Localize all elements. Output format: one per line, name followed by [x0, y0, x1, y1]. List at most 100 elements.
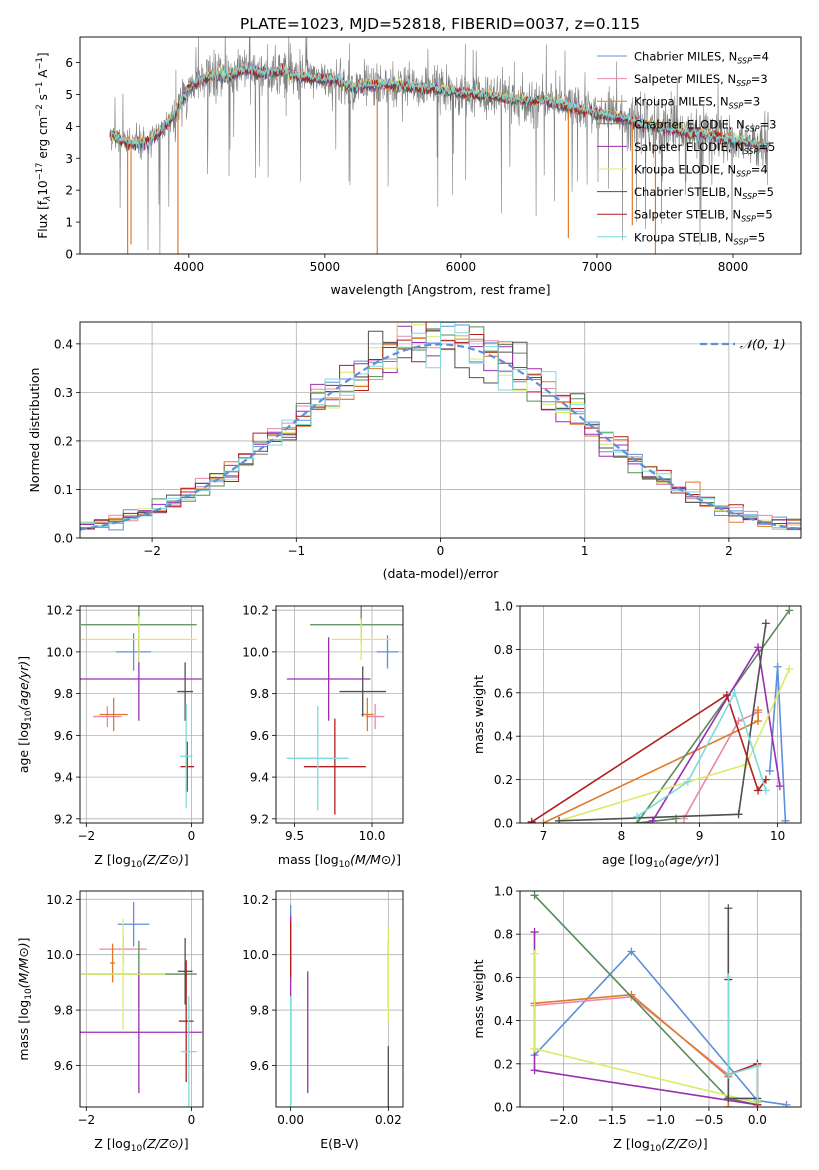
mass-weight-point	[754, 717, 763, 726]
axes-residuals: −2 −1 0 1 2 0.0 0.1 0.2 0.3 0.4 (data-model)/error…	[27, 321, 802, 581]
mass-weight-point	[530, 891, 539, 900]
mass-weight-point	[754, 643, 763, 652]
x-axis-label: mass [log10(M/M⊙)]	[278, 852, 401, 870]
y-tick-label: 5	[65, 88, 73, 102]
x-tick-label: 6000	[446, 260, 477, 274]
axes-age-Z: −2 0 9.2 9.4 9.6 9.8 10.0 10.2 Z [log10(Z/Z⊙)] ag…	[16, 604, 204, 870]
y-tick-label: 0.4	[54, 337, 73, 351]
y-tick-label: 9.8	[250, 1004, 269, 1018]
y-tick-label: 0.6	[494, 686, 513, 700]
y-tick-label: 0.2	[494, 773, 513, 787]
y-tick-label: 1.0	[494, 885, 513, 899]
x-tick-label: 9	[696, 829, 704, 843]
mass-weight-point	[785, 664, 794, 673]
axes-frame	[519, 605, 802, 824]
mass-weight-point	[782, 1100, 791, 1107]
x-tick-label: 9.5	[285, 829, 304, 843]
y-tick-label: 10.0	[242, 948, 269, 962]
mass-weight-point	[627, 947, 636, 956]
y-tick-label: 9.6	[250, 729, 269, 743]
plot-area-mass-Z	[80, 902, 202, 1107]
x-axis-label: wavelength [Angstrom, rest frame]	[330, 282, 550, 297]
legend-entry: Chabrier MILES, NSSP=4	[634, 50, 769, 66]
x-tick-label: −1.5	[597, 1113, 626, 1127]
axes-frame	[79, 36, 802, 255]
y-tick-label: 1.0	[494, 600, 513, 614]
mass-weight-series	[533, 950, 787, 1106]
y-tick-label: 9.6	[54, 1059, 73, 1073]
mass-weight-series	[531, 693, 767, 823]
x-tick-label: 0	[188, 829, 196, 843]
y-tick-label: 0.3	[54, 386, 73, 400]
mass-weight-point	[775, 782, 784, 791]
x-tick-label: 0.00	[277, 1113, 304, 1127]
mass-weight-point	[633, 812, 642, 821]
x-tick-label: −2	[143, 544, 161, 558]
normal-reference-curve	[80, 343, 801, 531]
x-tick-label: 7	[540, 829, 548, 843]
plot-area-mass-EBV	[290, 904, 389, 1107]
x-tick-label: 0	[437, 544, 445, 558]
x-tick-label: 0	[188, 1113, 196, 1127]
mass-weight-point	[539, 819, 548, 823]
x-tick-label: 1	[581, 544, 589, 558]
y-tick-label: 10.0	[242, 645, 269, 659]
axes-mass-EBV: 0.00 0.02 9.6 9.8 10.0 10.2 E(B-V)	[242, 890, 404, 1151]
mass-weight-point	[555, 816, 564, 823]
legend-entry: Salpeter STELIB, NSSP=5	[634, 208, 773, 224]
y-tick-label: 0.2	[54, 434, 73, 448]
mass-weight-point	[724, 973, 733, 982]
plot-area-age-mass	[286, 606, 403, 815]
y-axis-label: age [log10(age/yr)]	[16, 656, 34, 773]
y-tick-label: 9.4	[54, 771, 73, 785]
y-tick-label: 9.8	[54, 1004, 73, 1018]
x-axis-label: Z [log10(Z/Z⊙)]	[94, 852, 188, 870]
mass-weight-point	[754, 706, 763, 715]
x-tick-label: −2	[77, 829, 95, 843]
x-tick-label: 4000	[174, 260, 205, 274]
y-tick-label: 0	[65, 248, 73, 262]
axes-spectrum: 4000 5000 6000 7000 8000 0 1 2 3 4 5 6 wavelength [A…	[35, 36, 802, 297]
y-axis-label: Normed distribution	[27, 368, 42, 493]
y-tick-label: 10.2	[46, 893, 73, 907]
y-axis-label: mass weight	[471, 675, 486, 754]
mass-weight-point	[724, 1094, 733, 1103]
y-tick-label: 9.2	[250, 812, 269, 826]
y-tick-label: 9.8	[54, 687, 73, 701]
axes-frame	[275, 890, 404, 1108]
mass-weight-point	[724, 904, 733, 913]
plot-area-weight-Z	[530, 891, 791, 1107]
y-tick-label: 0.6	[494, 971, 513, 985]
mass-weight-series	[727, 977, 759, 1101]
y-tick-label: 10.2	[46, 604, 73, 618]
y-tick-label: 9.2	[54, 812, 73, 826]
y-tick-label: 0.0	[54, 532, 73, 546]
y-tick-label: 0.1	[54, 483, 73, 497]
y-tick-label: 0.0	[494, 817, 513, 831]
y-tick-label: 3	[65, 152, 73, 166]
y-tick-label: 10.2	[242, 893, 269, 907]
mass-weight-point	[683, 777, 692, 786]
axes-frame	[79, 321, 802, 539]
x-axis-label: Z [log10(Z/Z⊙)]	[613, 1136, 707, 1154]
x-axis-label: age [log10(age/yr)]	[602, 852, 719, 870]
x-tick-label: 10	[770, 829, 785, 843]
x-tick-label: −2	[77, 1113, 95, 1127]
y-tick-label: 0.8	[494, 643, 513, 657]
mass-weight-point	[754, 786, 763, 795]
y-tick-label: 10.0	[46, 948, 73, 962]
figure-title: PLATE=1023, MJD=52818, FIBERID=0037, z=0…	[240, 15, 640, 33]
x-tick-label: 5000	[310, 260, 341, 274]
y-tick-label: 9.6	[54, 729, 73, 743]
model-spectrum-line	[109, 64, 769, 150]
axes-mass-Z: −2 0 9.6 9.8 10.0 10.2 Z [log10(Z/Z⊙)] mass [lo…	[16, 890, 204, 1154]
mass-weight-point	[730, 688, 739, 697]
y-axis-label: mass weight	[471, 959, 486, 1038]
mass-weight-point	[530, 949, 539, 958]
mass-weight-point	[765, 766, 774, 775]
spectrum-legend: Chabrier MILES, NSSP=4 Salpeter MILES, NS…	[597, 50, 776, 246]
x-tick-label: 7000	[582, 260, 613, 274]
